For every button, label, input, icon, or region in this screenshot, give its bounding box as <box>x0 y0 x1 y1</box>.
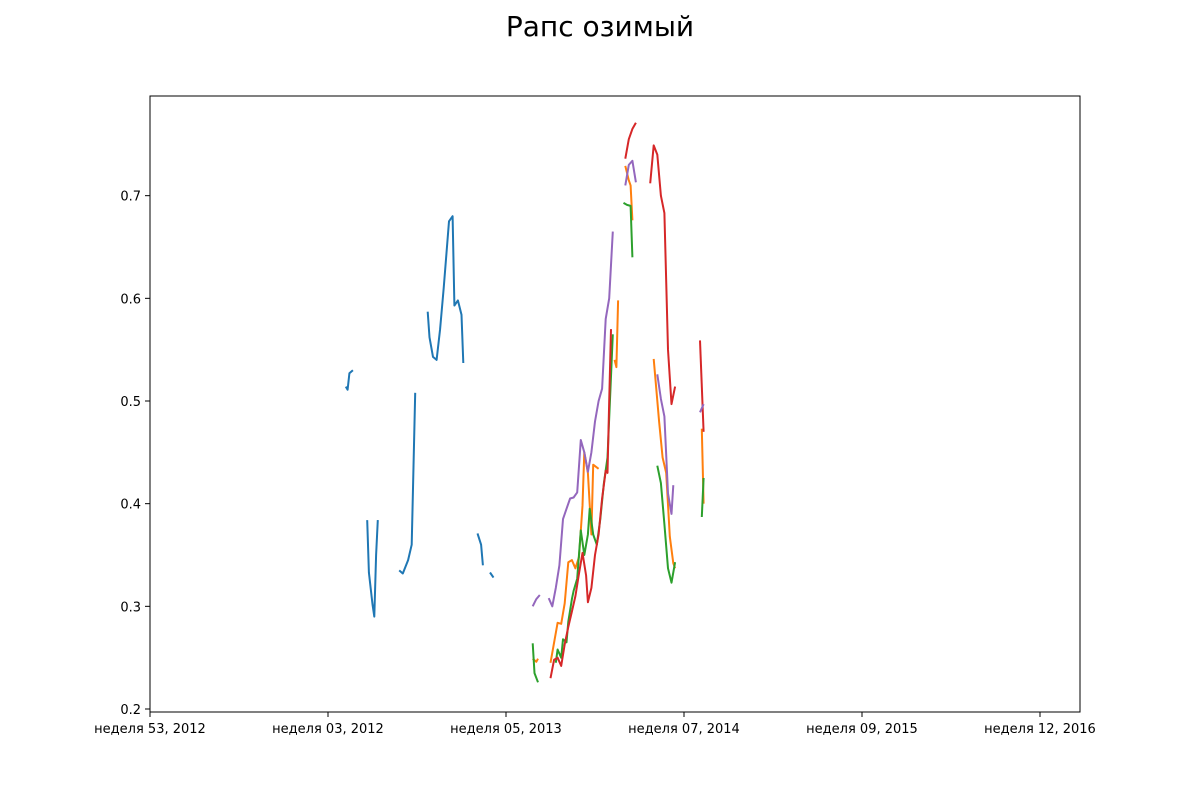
series-4-segment-4 <box>699 403 705 413</box>
series-3-segment-0 <box>549 329 612 679</box>
y-tick-label: 0.2 <box>120 703 141 718</box>
y-tick-label: 0.6 <box>120 292 141 307</box>
series-4-segment-2 <box>624 159 637 186</box>
x-tick-label: неделя 03, 2012 <box>272 722 384 737</box>
series-2-segment-0 <box>531 643 539 683</box>
series-4-segment-0 <box>531 594 541 607</box>
axis-layer: неделя 53, 2012 неделя 03, 2012 неделя 05,… <box>94 190 1096 737</box>
series-1-segment-4 <box>652 358 677 569</box>
series-3-segment-3 <box>699 340 705 432</box>
series-1-segment-1 <box>549 451 600 663</box>
x-tick-label: неделя 09, 2015 <box>806 722 918 737</box>
series-0-segment-2 <box>398 392 417 575</box>
x-tick-label: неделя 07, 2014 <box>628 722 740 737</box>
series-2-segment-3 <box>656 465 677 584</box>
series-3-segment-1 <box>624 122 637 159</box>
y-tick-label: 0.4 <box>120 498 141 513</box>
series-0-segment-0 <box>344 369 354 391</box>
series-2-segment-2 <box>623 202 634 258</box>
series-0-segment-4 <box>476 533 484 566</box>
y-tick-label: 0.5 <box>120 395 141 410</box>
series-0-segment-5 <box>489 571 495 579</box>
series-4-segment-3 <box>656 374 675 515</box>
series-0-segment-3 <box>426 215 465 364</box>
y-tick-label: 0.7 <box>120 190 141 205</box>
x-tick-label: неделя 12, 2016 <box>984 722 1096 737</box>
x-tick-label: неделя 05, 2013 <box>450 722 562 737</box>
series-layer <box>344 122 705 683</box>
series-1-segment-2 <box>613 300 620 369</box>
series-2-segment-4 <box>700 477 705 518</box>
plot-frame <box>149 95 1081 713</box>
series-4-segment-1 <box>547 231 614 608</box>
series-0-segment-1 <box>366 520 379 618</box>
chart-title: Рапс озимый <box>505 10 695 43</box>
series-2-segment-1 <box>554 334 614 663</box>
y-tick-label: 0.3 <box>120 600 141 615</box>
x-tick-label: неделя 53, 2012 <box>94 722 206 737</box>
series-3-segment-2 <box>649 144 677 406</box>
